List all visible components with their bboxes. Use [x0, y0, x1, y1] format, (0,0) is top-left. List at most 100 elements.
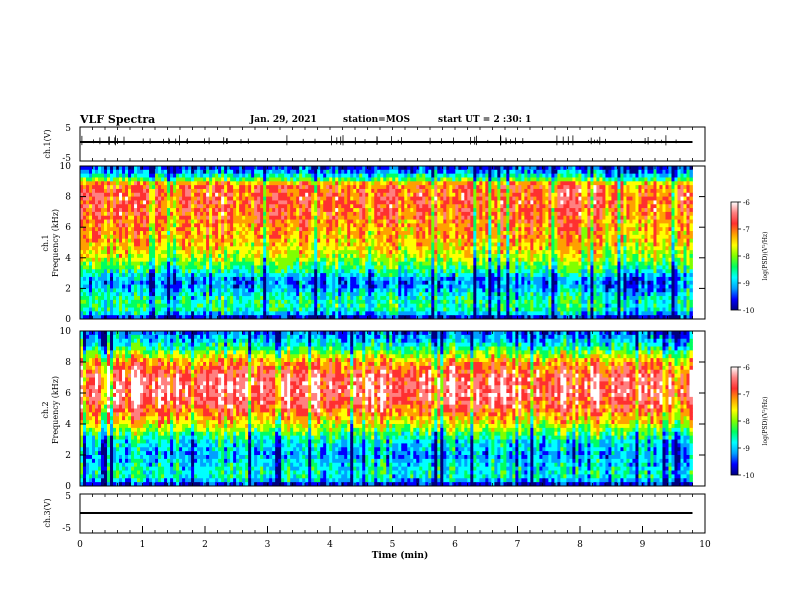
spec1-cell: [293, 212, 296, 216]
spec1-cell: [431, 296, 434, 300]
spec1-cell: [314, 220, 317, 224]
spec1-cell: [110, 185, 113, 189]
spec1-cell: [170, 227, 173, 231]
spec1-cell: [431, 170, 434, 174]
spec1-cell: [92, 208, 95, 212]
spec1-cell: [110, 243, 113, 247]
spec1-cell: [179, 174, 182, 178]
spec1-cell: [401, 200, 404, 204]
spec1-cell: [314, 285, 317, 289]
spec1-cell: [224, 181, 227, 185]
spec1-cell: [143, 216, 146, 220]
spec1-cell: [83, 189, 86, 193]
spec1-cell: [326, 200, 329, 204]
spec1-cell: [281, 300, 284, 304]
spec1-cell: [119, 300, 122, 304]
spec1-cell: [437, 300, 440, 304]
spec1-cell: [134, 254, 137, 258]
spec1-cell: [104, 193, 107, 197]
spec1-cell: [374, 243, 377, 247]
spec1-cell: [302, 300, 305, 304]
spec1-cell: [371, 204, 374, 208]
spec1-cell: [131, 311, 134, 315]
spec1-cell: [350, 311, 353, 315]
spec1-cell: [341, 262, 344, 266]
spec1-cell: [206, 281, 209, 285]
spec1-cell: [83, 246, 86, 250]
spec1-cell: [86, 300, 89, 304]
spec1-cell: [185, 227, 188, 231]
spec1-cell: [140, 239, 143, 243]
spec1-cell: [212, 204, 215, 208]
spec1-cell: [362, 269, 365, 273]
spec1-cell: [323, 174, 326, 178]
spec1-cell: [131, 258, 134, 262]
spec1-cell: [257, 243, 260, 247]
spec1-cell: [206, 170, 209, 174]
spec1-cell: [143, 220, 146, 224]
spec1-cell: [245, 185, 248, 189]
spec1-cell: [176, 239, 179, 243]
spec1-cell: [290, 170, 293, 174]
spec1-cell: [272, 311, 275, 315]
spec1-cell: [317, 311, 320, 315]
spec1-cell: [311, 273, 314, 277]
spec1-cell: [413, 262, 416, 266]
spec1-cell: [260, 273, 263, 277]
spec1-cell: [314, 292, 317, 296]
spec1-cell: [173, 304, 176, 308]
spec1-cell: [263, 235, 266, 239]
spec1-cell: [92, 174, 95, 178]
spec1-cell: [386, 250, 389, 254]
spec1-cell: [323, 185, 326, 189]
spec1-cell: [203, 216, 206, 220]
spec1-cell: [308, 197, 311, 201]
spec1-cell: [170, 311, 173, 315]
spec1-cell: [296, 189, 299, 193]
spec1-cell: [137, 277, 140, 281]
spec1-cell: [308, 262, 311, 266]
spec1-cell: [383, 231, 386, 235]
spec1-cell: [143, 285, 146, 289]
spec1-cell: [260, 170, 263, 174]
spec1-cell: [221, 208, 224, 212]
spec1-cell: [224, 239, 227, 243]
spec1-cell: [437, 200, 440, 204]
spec1-cell: [83, 177, 86, 181]
spec1-cell: [362, 265, 365, 269]
spec1-cell: [386, 308, 389, 312]
spec1-cell: [419, 212, 422, 216]
spec1-cell: [188, 311, 191, 315]
spec1-cell: [122, 235, 125, 239]
spec1-cell: [311, 254, 314, 258]
spec1-cell: [365, 296, 368, 300]
spec1-cell: [107, 250, 110, 254]
spec1-cell: [431, 220, 434, 224]
spec1-cell: [242, 239, 245, 243]
spec1-cell: [161, 277, 164, 281]
spec1-cell: [314, 288, 317, 292]
spec1-cell: [341, 281, 344, 285]
spec1-cell: [296, 174, 299, 178]
spec1-cell: [416, 269, 419, 273]
spec1-cell: [284, 204, 287, 208]
spec1-cell: [212, 177, 215, 181]
spec1-cell: [221, 185, 224, 189]
spec1-cell: [278, 235, 281, 239]
spec1-cell: [122, 304, 125, 308]
spec1-cell: [419, 296, 422, 300]
spec1-cell: [143, 269, 146, 273]
spec1-cell: [170, 185, 173, 189]
spec1-cell: [179, 300, 182, 304]
spec1-cell: [434, 231, 437, 235]
spec1-cell: [374, 258, 377, 262]
spec1-cell: [443, 235, 446, 239]
spec1-cell: [164, 181, 167, 185]
spec1-cell: [206, 262, 209, 266]
spec1-cell: [158, 227, 161, 231]
spec1-cell: [398, 235, 401, 239]
spec1-cell: [164, 235, 167, 239]
spec1-cell: [422, 189, 425, 193]
spec1-cell: [386, 296, 389, 300]
spec1-cell: [233, 250, 236, 254]
